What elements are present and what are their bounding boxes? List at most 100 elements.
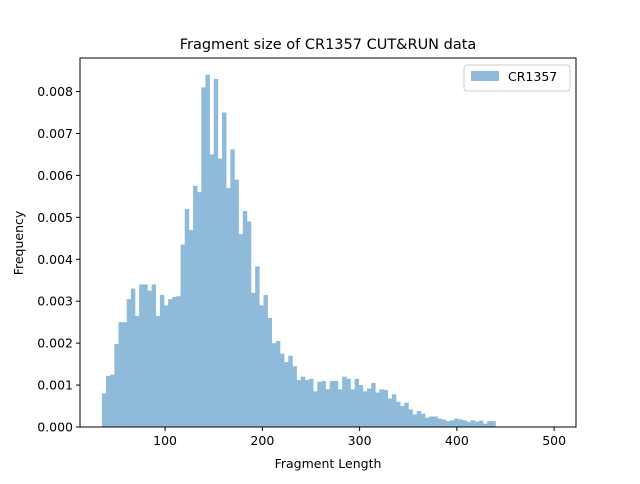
x-tick-label: 100	[153, 433, 177, 448]
histogram-bar	[400, 406, 405, 427]
y-tick-label: 0.007	[37, 126, 73, 141]
histogram-bar	[242, 211, 248, 427]
histogram-bar	[230, 149, 235, 427]
histogram-bar	[197, 192, 202, 427]
histogram-bar	[101, 393, 107, 427]
histogram-bar	[180, 244, 186, 427]
x-axis-label: Fragment Length	[275, 456, 382, 471]
histogram-bar	[408, 409, 413, 427]
histogram-bar	[491, 421, 496, 427]
plot-area	[79, 57, 577, 428]
histogram-bar	[110, 374, 115, 427]
histogram-bar	[458, 419, 463, 427]
histogram-bar	[126, 299, 132, 427]
y-tick-label: 0.003	[37, 294, 73, 309]
histogram-bar	[209, 154, 215, 427]
histogram-bar	[437, 418, 442, 427]
histogram-bar	[383, 390, 389, 427]
y-tick-label: 0.004	[37, 252, 73, 267]
histogram-bar	[213, 78, 219, 427]
x-axis: 100 200 300 400 500	[153, 427, 566, 448]
histogram-bar	[474, 421, 480, 427]
histogram-bar	[267, 317, 273, 427]
histogram-bar	[387, 398, 393, 427]
histogram-bar	[321, 380, 326, 428]
histogram-bar	[420, 413, 426, 427]
histogram-bar	[375, 392, 380, 427]
histogram-bar	[317, 381, 322, 427]
histogram-bar	[172, 297, 177, 427]
legend-swatch	[471, 71, 499, 81]
histogram-bar	[114, 343, 119, 427]
histogram-bar	[350, 389, 355, 427]
y-tick-label: 0.000	[37, 420, 73, 435]
histogram-bar	[483, 423, 488, 427]
histogram-bar	[333, 380, 339, 428]
histogram-bar	[416, 411, 422, 427]
histogram-bar	[487, 421, 492, 427]
y-axis-label: Frequency	[11, 210, 26, 275]
histogram-bars	[101, 74, 496, 428]
histogram-bar	[354, 378, 360, 427]
histogram-bar	[122, 322, 128, 427]
histogram-bar	[433, 416, 438, 427]
histogram-bar	[147, 290, 152, 427]
histogram-bar	[462, 420, 467, 427]
histogram-bar	[246, 221, 252, 427]
histogram-bar	[379, 389, 384, 427]
histogram-bar	[106, 375, 111, 427]
histogram-bar	[325, 389, 331, 427]
histogram-bar	[454, 418, 459, 427]
histogram-bar	[429, 416, 434, 427]
histogram-bar	[478, 420, 484, 427]
histogram-bar	[362, 391, 368, 427]
histogram-bar	[300, 376, 306, 427]
y-tick-label: 0.002	[37, 336, 73, 351]
histogram-bar	[304, 380, 310, 427]
histogram-bar	[391, 394, 397, 427]
histogram-bar	[445, 421, 451, 427]
x-tick-label: 500	[542, 433, 566, 448]
histogram-bar	[425, 417, 430, 427]
histogram-bar	[201, 87, 206, 427]
histogram-bar	[449, 420, 455, 427]
histogram-bar	[259, 305, 264, 427]
histogram-bar	[188, 229, 194, 427]
histogram-bar	[255, 266, 260, 427]
histogram-bar	[309, 378, 314, 427]
histogram-bar	[342, 376, 347, 427]
histogram-bar	[396, 401, 401, 427]
histogram-bar	[470, 420, 476, 427]
histogram-bar	[238, 234, 244, 427]
histogram-bar	[275, 341, 281, 427]
histogram-bar	[367, 388, 372, 427]
y-tick-label: 0.008	[37, 84, 73, 99]
legend: CR1357	[463, 64, 571, 92]
histogram-bar	[205, 74, 210, 428]
histogram-bar	[466, 421, 471, 427]
y-tick-label: 0.001	[37, 378, 73, 393]
histogram-bar	[168, 299, 173, 427]
histogram-bar	[280, 353, 285, 427]
y-tick-label: 0.005	[37, 210, 73, 225]
histogram-bar	[217, 158, 223, 427]
histogram-bar	[288, 355, 293, 427]
histogram-bar	[338, 389, 343, 427]
histogram-bar	[412, 414, 418, 427]
histogram-bar	[118, 322, 123, 427]
histogram-bar	[329, 380, 335, 428]
histogram-bar	[234, 179, 239, 427]
histogram-bar	[263, 294, 268, 427]
histogram-bar	[251, 292, 256, 427]
y-tick-label: 0.006	[37, 168, 73, 183]
histogram-bar	[358, 385, 364, 427]
histogram-bar	[404, 402, 409, 427]
histogram-bar	[284, 362, 289, 427]
histogram-bar	[271, 343, 277, 427]
histogram-bar	[155, 315, 161, 427]
histogram-bar	[313, 391, 318, 427]
histogram-bar	[130, 288, 136, 428]
histogram-bar	[371, 382, 376, 427]
